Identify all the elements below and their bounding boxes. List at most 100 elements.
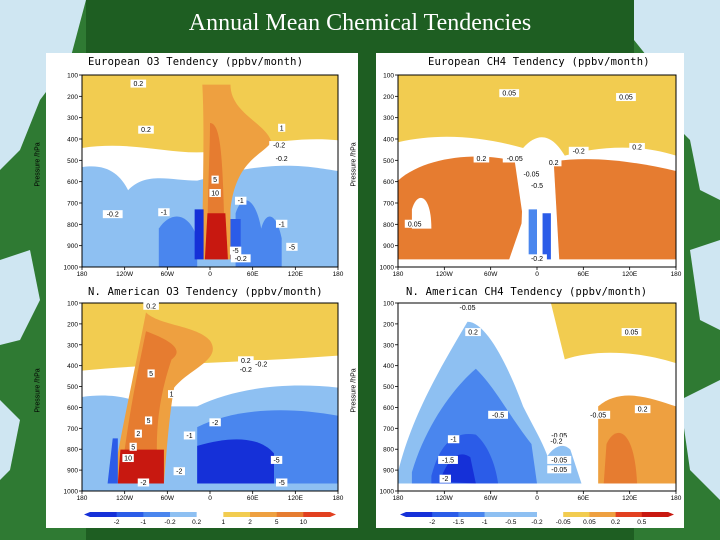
contour-label: 0.05 [625,330,639,337]
contour-label-bg [629,142,645,151]
contour-label-bg [122,454,134,463]
colorbar-bin [196,512,224,517]
y-tick-label: 300 [383,115,394,122]
colorbar-tick-label: 0.2 [611,519,620,526]
contour-label: -0.2 [573,148,585,155]
contour-label: 1 [280,125,284,132]
slide-title: Annual Mean Chemical Tendencies [188,10,532,36]
contour-label-bg [547,465,572,474]
colorbar-tick-label: 2 [248,519,252,526]
contour-label: 5 [213,177,217,184]
contour-label-bg [447,435,460,444]
colorbar-bin [276,512,304,517]
contour-label: -0.05 [460,305,476,312]
y-tick-label: 900 [67,243,78,250]
colorbar-tick-label: -0.05 [556,519,571,526]
x-tick-label: 120W [436,495,454,502]
contour-label-bg [546,437,567,446]
colorbar-tick-label: -1 [482,519,488,526]
y-tick-label: 800 [383,447,394,454]
contour-label-bg [183,431,196,440]
x-tick-label: 120E [622,495,638,502]
y-tick-label: 700 [67,201,78,208]
colorbar-bin [170,512,197,517]
contour-label: -5 [273,457,279,464]
colorbar-tick-label: 5 [275,519,279,526]
namerican-o3-plot: N. American O3 Tendency (ppbv/month) Pres… [35,283,358,528]
contour-label: -2 [442,476,448,483]
colorbar-bin [90,512,117,517]
contour-label-bg [465,328,481,337]
y-axis-label: Pressure /hPa [34,142,42,187]
x-tick-label: 120W [436,271,454,277]
colorbar-tick-label: -2 [429,519,435,526]
x-tick-label: 60E [247,495,259,502]
contour-label-bg [455,303,480,312]
colorbar-tick-label: 0.2 [192,519,201,526]
y-tick-label: 500 [383,384,394,391]
y-tick-label: 800 [67,447,78,454]
contour-label: 0.2 [141,127,151,134]
contour-label: -0.05 [507,156,523,163]
y-tick-label: 900 [383,243,394,250]
colorbar-arrow-right [330,512,336,517]
contour-label: 0.2 [241,358,251,365]
x-tick-label: 120W [116,271,134,277]
colorbar-tick-label: -0.5 [505,519,517,526]
y-tick-label: 600 [67,179,78,186]
y-tick-label: 500 [383,158,394,165]
contour-label-bg [488,410,508,419]
y-tick-label: 900 [383,468,394,475]
colorbar-tick-label: -1 [140,519,146,526]
map-sea-left-low [0,400,20,480]
y-axis-label: Pressure /hPa [350,368,358,413]
contour-label: -0.2 [276,156,288,163]
contour-label: -5 [289,244,295,251]
contour-label: -5 [279,480,285,487]
contour-label: 0.2 [133,81,143,88]
x-tick-label: 60W [161,495,175,502]
contour-label-bg [519,169,544,178]
x-tick-label: 180 [393,271,404,277]
colorbar-tick-label: 0.05 [583,519,596,526]
y-axis-label: Pressure /hPa [350,142,358,187]
y-tick-label: 600 [383,179,394,186]
contour-label: 0.05 [619,95,633,102]
colorbar-bin [432,512,459,517]
contour-label-bg [278,123,286,132]
contour-label: -1 [238,198,244,205]
european-ch4-plot: European CH4 Tendency (ppbv/month) Pressu… [351,53,684,277]
y-tick-label: 200 [67,321,78,328]
plot-title: European O3 Tendency (ppbv/month) [88,56,304,68]
contour-label: -0.2 [240,367,252,374]
colorbar-bin [406,512,433,517]
contour-label: -5 [232,248,238,255]
contour-label: -2 [140,480,146,487]
contour-label-bg [143,301,159,310]
contour-label: -1 [186,433,192,440]
y-tick-label: 1000 [380,265,395,272]
contour-label: 0.05 [502,91,516,98]
y-tick-label: 800 [67,222,78,229]
y-tick-label: 200 [67,94,78,101]
colorbar-arrow-right [668,512,674,517]
contour-label: 2 [136,431,140,438]
x-tick-label: 120E [288,495,304,502]
y-tick-label: 1000 [380,489,395,496]
y-tick-label: 300 [67,115,78,122]
colorbar-bin [303,512,331,517]
colorbar-bin [223,512,251,517]
contour-label: 0.2 [146,303,156,310]
contour-label-bg [621,328,642,337]
contour-label-bg [147,369,155,378]
contour-label-bg [438,455,458,464]
map-sea-left-mid [0,250,40,345]
contour-label: -1 [161,210,167,217]
contour-field [82,75,338,267]
contour-label: -0.05 [523,171,539,178]
contour-label-bg [137,478,150,487]
colorbar-bin [510,512,538,517]
contour-label-bg [173,467,185,476]
x-tick-label: 120E [622,271,638,277]
colorbar-bin [250,512,277,517]
